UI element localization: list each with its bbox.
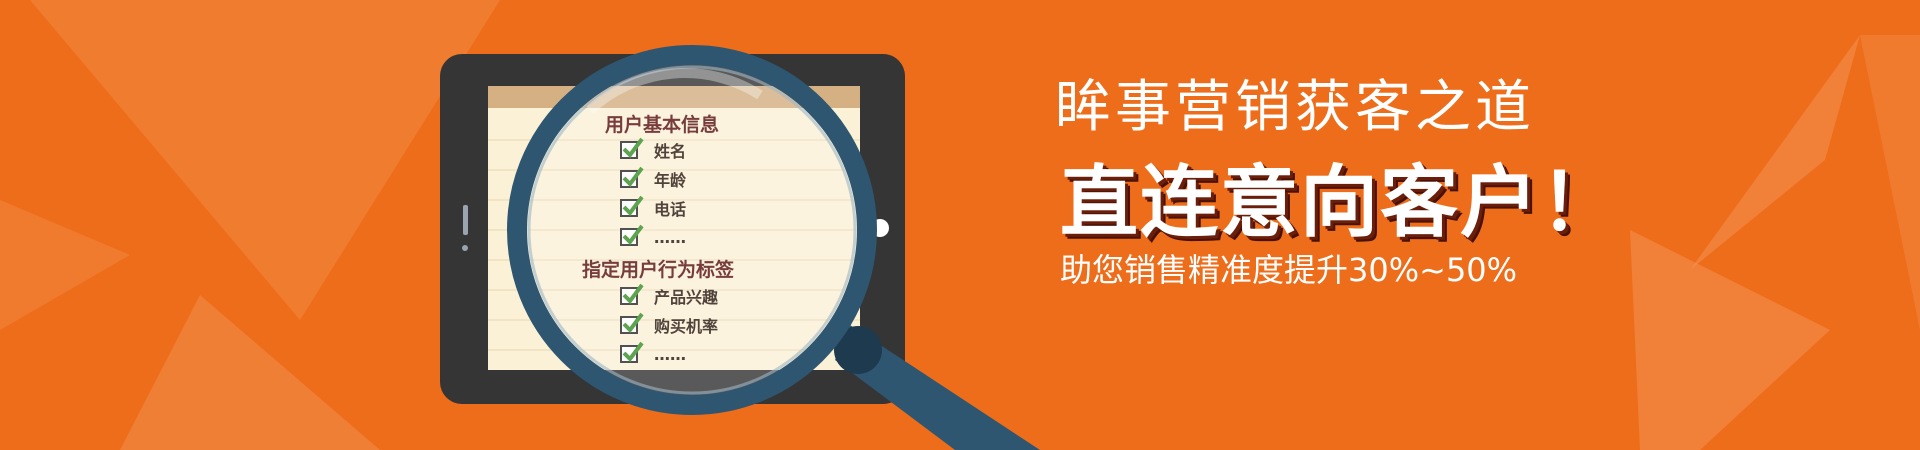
checklist-item: …… — [620, 224, 686, 250]
checked-checkbox-icon — [620, 170, 638, 188]
item-label: 年龄 — [654, 167, 686, 191]
item-label: 姓名 — [654, 138, 686, 162]
checklist-item: …… — [620, 341, 686, 367]
behavior-tags-title: 指定用户行为标签 — [582, 255, 734, 282]
headline: 眸事营销获客之道 — [1055, 62, 1535, 143]
slogan: 直连意向客户！ — [1060, 140, 1620, 252]
checklist-item: 产品兴趣 — [620, 283, 718, 309]
checked-checkbox-icon — [620, 316, 638, 334]
checked-checkbox-icon — [620, 345, 638, 363]
basic-info-title: 用户基本信息 — [605, 110, 719, 137]
item-label: …… — [654, 228, 686, 247]
checklist-item: 年龄 — [620, 166, 686, 192]
item-label: 产品兴趣 — [654, 284, 718, 308]
item-label: 购买机率 — [654, 313, 718, 337]
subline: 助您销售精准度提升30%~50% — [1060, 245, 1517, 291]
checked-checkbox-icon — [620, 287, 638, 305]
checklist-item: 姓名 — [620, 137, 686, 163]
checked-checkbox-icon — [620, 199, 638, 217]
checklist: 用户基本信息 姓名 年龄 电话 …… 指定用户行为标签 产品兴趣 购买机率 …… — [490, 105, 900, 370]
checked-checkbox-icon — [620, 141, 638, 159]
checked-checkbox-icon — [620, 228, 638, 246]
checklist-item: 购买机率 — [620, 312, 718, 338]
checklist-item: 电话 — [620, 195, 686, 221]
item-label: 电话 — [654, 196, 686, 220]
item-label: …… — [654, 345, 686, 364]
